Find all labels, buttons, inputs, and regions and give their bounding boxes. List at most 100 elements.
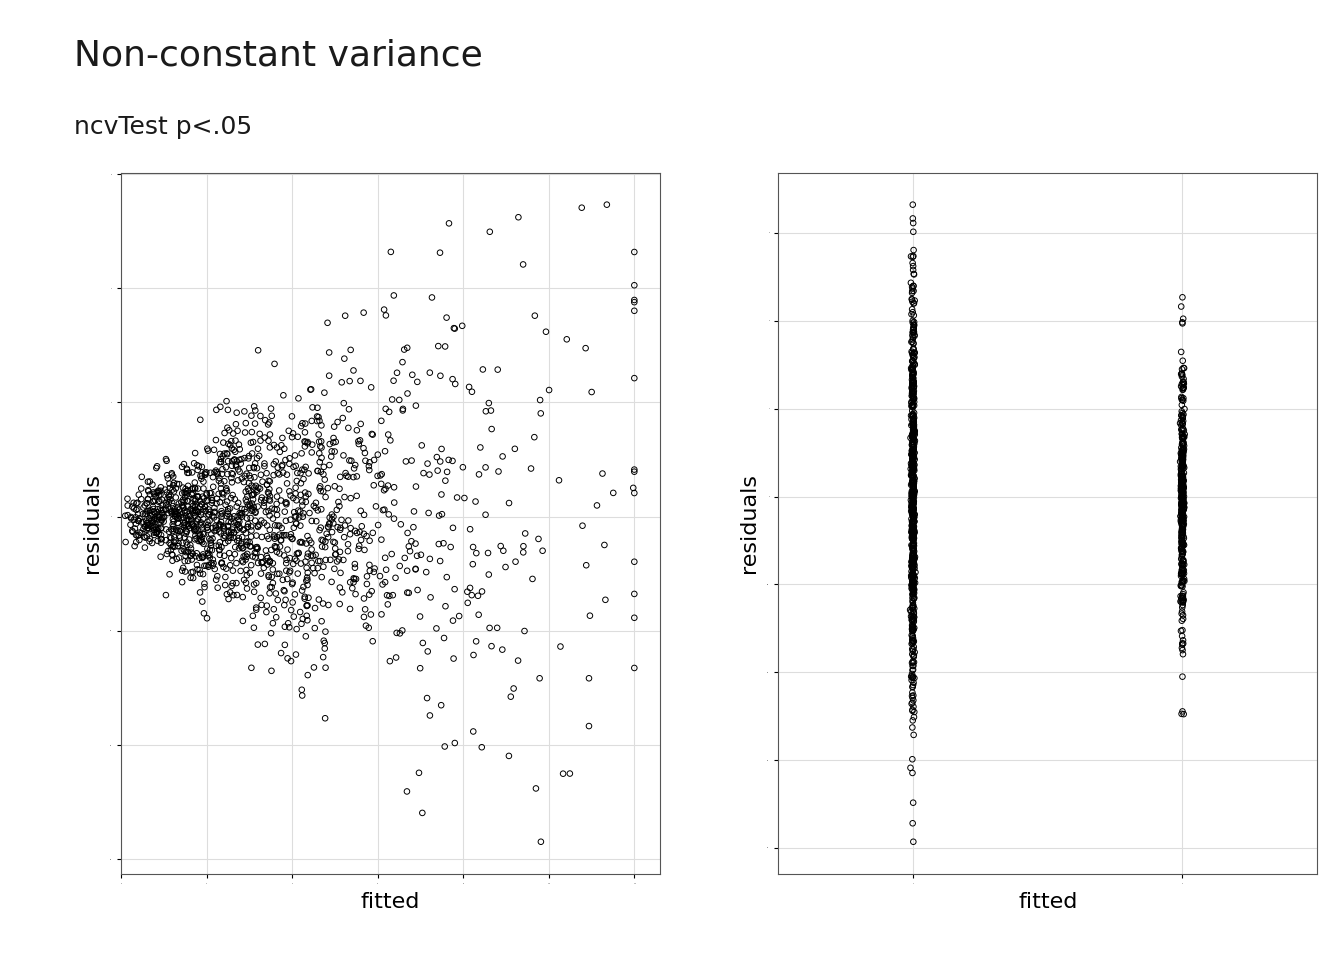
Point xyxy=(171,507,192,522)
Point xyxy=(140,505,161,520)
Point xyxy=(1172,453,1193,468)
Point xyxy=(371,413,392,428)
Point xyxy=(355,453,376,468)
Point xyxy=(220,527,242,542)
Point xyxy=(259,440,281,455)
Point xyxy=(1173,429,1195,444)
Point xyxy=(903,705,925,720)
Point xyxy=(165,490,187,505)
Point xyxy=(379,654,401,669)
Point xyxy=(301,555,323,570)
Point xyxy=(121,523,142,539)
Point xyxy=(202,531,223,546)
Point xyxy=(195,503,216,518)
Point xyxy=(371,476,392,492)
Point xyxy=(222,563,243,578)
Point xyxy=(207,568,228,584)
Point xyxy=(902,542,923,558)
Point xyxy=(1172,377,1193,393)
Point xyxy=(1172,546,1193,562)
Point xyxy=(155,588,176,603)
Point xyxy=(137,515,159,530)
Point xyxy=(177,544,199,560)
Point xyxy=(1172,498,1193,514)
Point xyxy=(1172,393,1193,408)
Point xyxy=(284,609,305,624)
Point xyxy=(140,531,161,546)
Point xyxy=(192,546,214,562)
Point xyxy=(238,483,259,498)
Point xyxy=(206,402,227,418)
Point xyxy=(144,527,165,542)
Point xyxy=(1172,451,1193,467)
Point xyxy=(163,518,184,534)
Point xyxy=(1172,509,1193,524)
Point xyxy=(296,489,317,504)
Point xyxy=(314,641,336,657)
Point xyxy=(903,511,925,526)
Point xyxy=(902,427,923,443)
Point xyxy=(129,532,151,547)
Point xyxy=(902,612,923,628)
Point xyxy=(1172,636,1193,652)
Point xyxy=(902,712,923,728)
Point xyxy=(1172,471,1193,487)
Point xyxy=(228,533,250,548)
Point xyxy=(902,622,923,637)
Point xyxy=(208,517,230,533)
Point xyxy=(902,447,923,463)
Point xyxy=(905,484,926,499)
Point xyxy=(1172,472,1193,488)
Point xyxy=(288,429,309,444)
Point xyxy=(190,585,211,600)
Point xyxy=(902,560,923,575)
Point xyxy=(1172,547,1193,563)
Point xyxy=(151,531,172,546)
Point xyxy=(903,474,925,490)
Point xyxy=(277,651,298,666)
Point xyxy=(1171,506,1192,521)
Point xyxy=(121,510,142,525)
Point xyxy=(902,574,923,589)
Point xyxy=(902,498,923,514)
Point xyxy=(900,468,922,483)
Point xyxy=(378,478,399,493)
Point xyxy=(146,505,168,520)
Point xyxy=(281,576,302,591)
Point xyxy=(328,552,349,567)
Point xyxy=(171,459,192,474)
Point xyxy=(188,490,210,505)
Point xyxy=(900,487,922,502)
Point xyxy=(137,492,159,507)
Point xyxy=(1171,565,1192,581)
Point xyxy=(1173,500,1195,516)
Point xyxy=(238,450,259,466)
Point xyxy=(152,506,173,521)
Point xyxy=(1171,445,1192,461)
Point xyxy=(233,540,254,556)
Point xyxy=(465,634,487,649)
Point xyxy=(903,510,925,525)
Point xyxy=(290,445,312,461)
Point xyxy=(180,570,202,586)
Point xyxy=(191,515,212,530)
Point xyxy=(902,528,923,543)
Point xyxy=(902,521,923,537)
Point xyxy=(261,542,282,558)
Point xyxy=(324,540,345,556)
Point xyxy=(319,457,340,472)
Point xyxy=(265,540,286,555)
Point xyxy=(902,493,923,509)
Point xyxy=(900,530,922,545)
Point xyxy=(902,362,923,377)
Point xyxy=(1171,408,1192,423)
Point xyxy=(314,552,336,567)
Point xyxy=(271,459,293,474)
Point xyxy=(1172,469,1193,485)
Point xyxy=(403,504,425,519)
Point xyxy=(902,525,923,540)
Point xyxy=(1171,443,1192,458)
Point xyxy=(394,550,415,565)
Point xyxy=(156,521,177,537)
Point xyxy=(903,451,925,467)
